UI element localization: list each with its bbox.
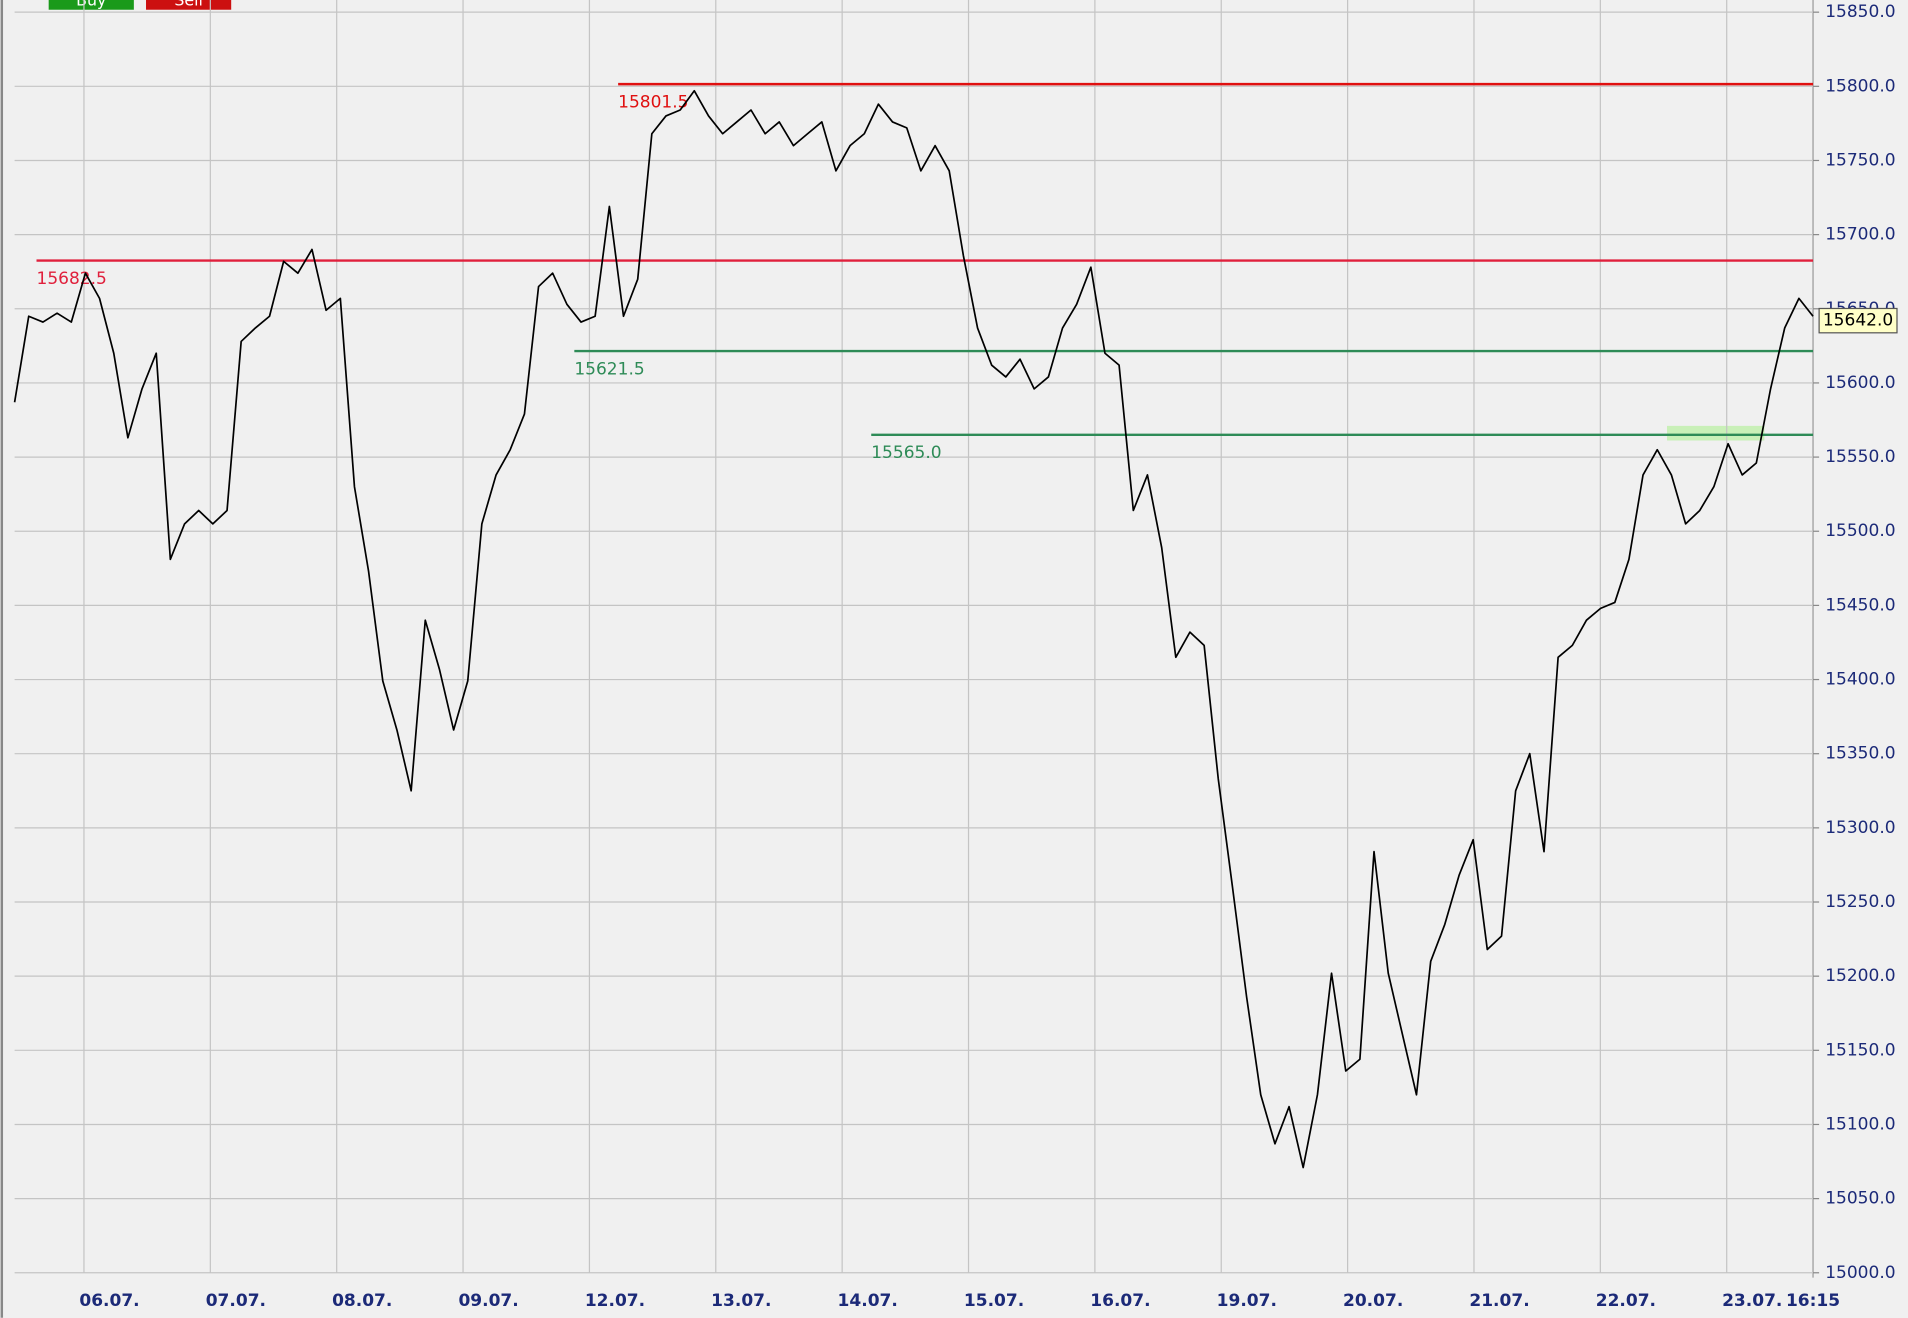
x-tick-label: 22.07. bbox=[1596, 1291, 1656, 1311]
buy-button[interactable] bbox=[48, 0, 134, 10]
x-tick-label: 12.07. bbox=[585, 1291, 645, 1311]
x-tick-label: 09.07. bbox=[458, 1291, 518, 1311]
level-label: 15801.5 bbox=[618, 92, 688, 112]
y-tick-label: 15250.0 bbox=[1825, 892, 1895, 912]
y-tick-label: 15750.0 bbox=[1825, 150, 1895, 170]
y-tick-label: 15600.0 bbox=[1825, 373, 1895, 393]
x-tick-label: 15.07. bbox=[964, 1291, 1024, 1311]
y-tick-label: 15350.0 bbox=[1825, 744, 1895, 764]
y-tick-label: 15450.0 bbox=[1825, 595, 1895, 615]
x-tick-label: 06.07. bbox=[79, 1291, 139, 1311]
y-tick-label: 15550.0 bbox=[1825, 447, 1895, 467]
y-tick-label: 15000.0 bbox=[1825, 1263, 1895, 1283]
sell-label[interactable]: Sell bbox=[174, 0, 203, 10]
level-label: 15621.5 bbox=[574, 359, 644, 379]
y-tick-label: 15700.0 bbox=[1825, 225, 1895, 245]
last-price-box bbox=[1818, 307, 1898, 334]
y-tick-label: 15100.0 bbox=[1825, 1114, 1895, 1134]
y-tick-label: 15850.0 bbox=[1825, 2, 1895, 22]
level-label: 15682.5 bbox=[37, 269, 107, 289]
last-price-label: 15642.0 bbox=[1823, 311, 1893, 331]
y-tick-label: 15050.0 bbox=[1825, 1189, 1895, 1209]
y-tick-label: 15200.0 bbox=[1825, 966, 1895, 986]
y-tick-label: 15150.0 bbox=[1825, 1040, 1895, 1060]
x-tick-label: 16:15 bbox=[1786, 1291, 1840, 1311]
y-tick-label: 15300.0 bbox=[1825, 818, 1895, 838]
x-tick-label: 19.07. bbox=[1217, 1291, 1277, 1311]
buy-label[interactable]: Buy bbox=[76, 0, 106, 10]
y-tick-label: 15400.0 bbox=[1825, 670, 1895, 690]
x-tick-label: 14.07. bbox=[838, 1291, 898, 1311]
y-tick-label: 15800.0 bbox=[1825, 76, 1895, 96]
zone bbox=[1667, 425, 1765, 441]
sell-button[interactable] bbox=[146, 0, 232, 10]
x-tick-label: 07.07. bbox=[206, 1291, 266, 1311]
x-tick-label: 20.07. bbox=[1343, 1291, 1403, 1311]
x-tick-label: 13.07. bbox=[711, 1291, 771, 1311]
y-tick-label: 15500.0 bbox=[1825, 521, 1895, 541]
price-line bbox=[13, 89, 1814, 1169]
x-tick-label: 21.07. bbox=[1469, 1291, 1529, 1311]
x-tick-label: 23.07. bbox=[1722, 1291, 1782, 1311]
x-tick-label: 16.07. bbox=[1090, 1291, 1150, 1311]
x-tick-label: 08.07. bbox=[332, 1291, 392, 1311]
level-label: 15565.0 bbox=[871, 443, 941, 463]
